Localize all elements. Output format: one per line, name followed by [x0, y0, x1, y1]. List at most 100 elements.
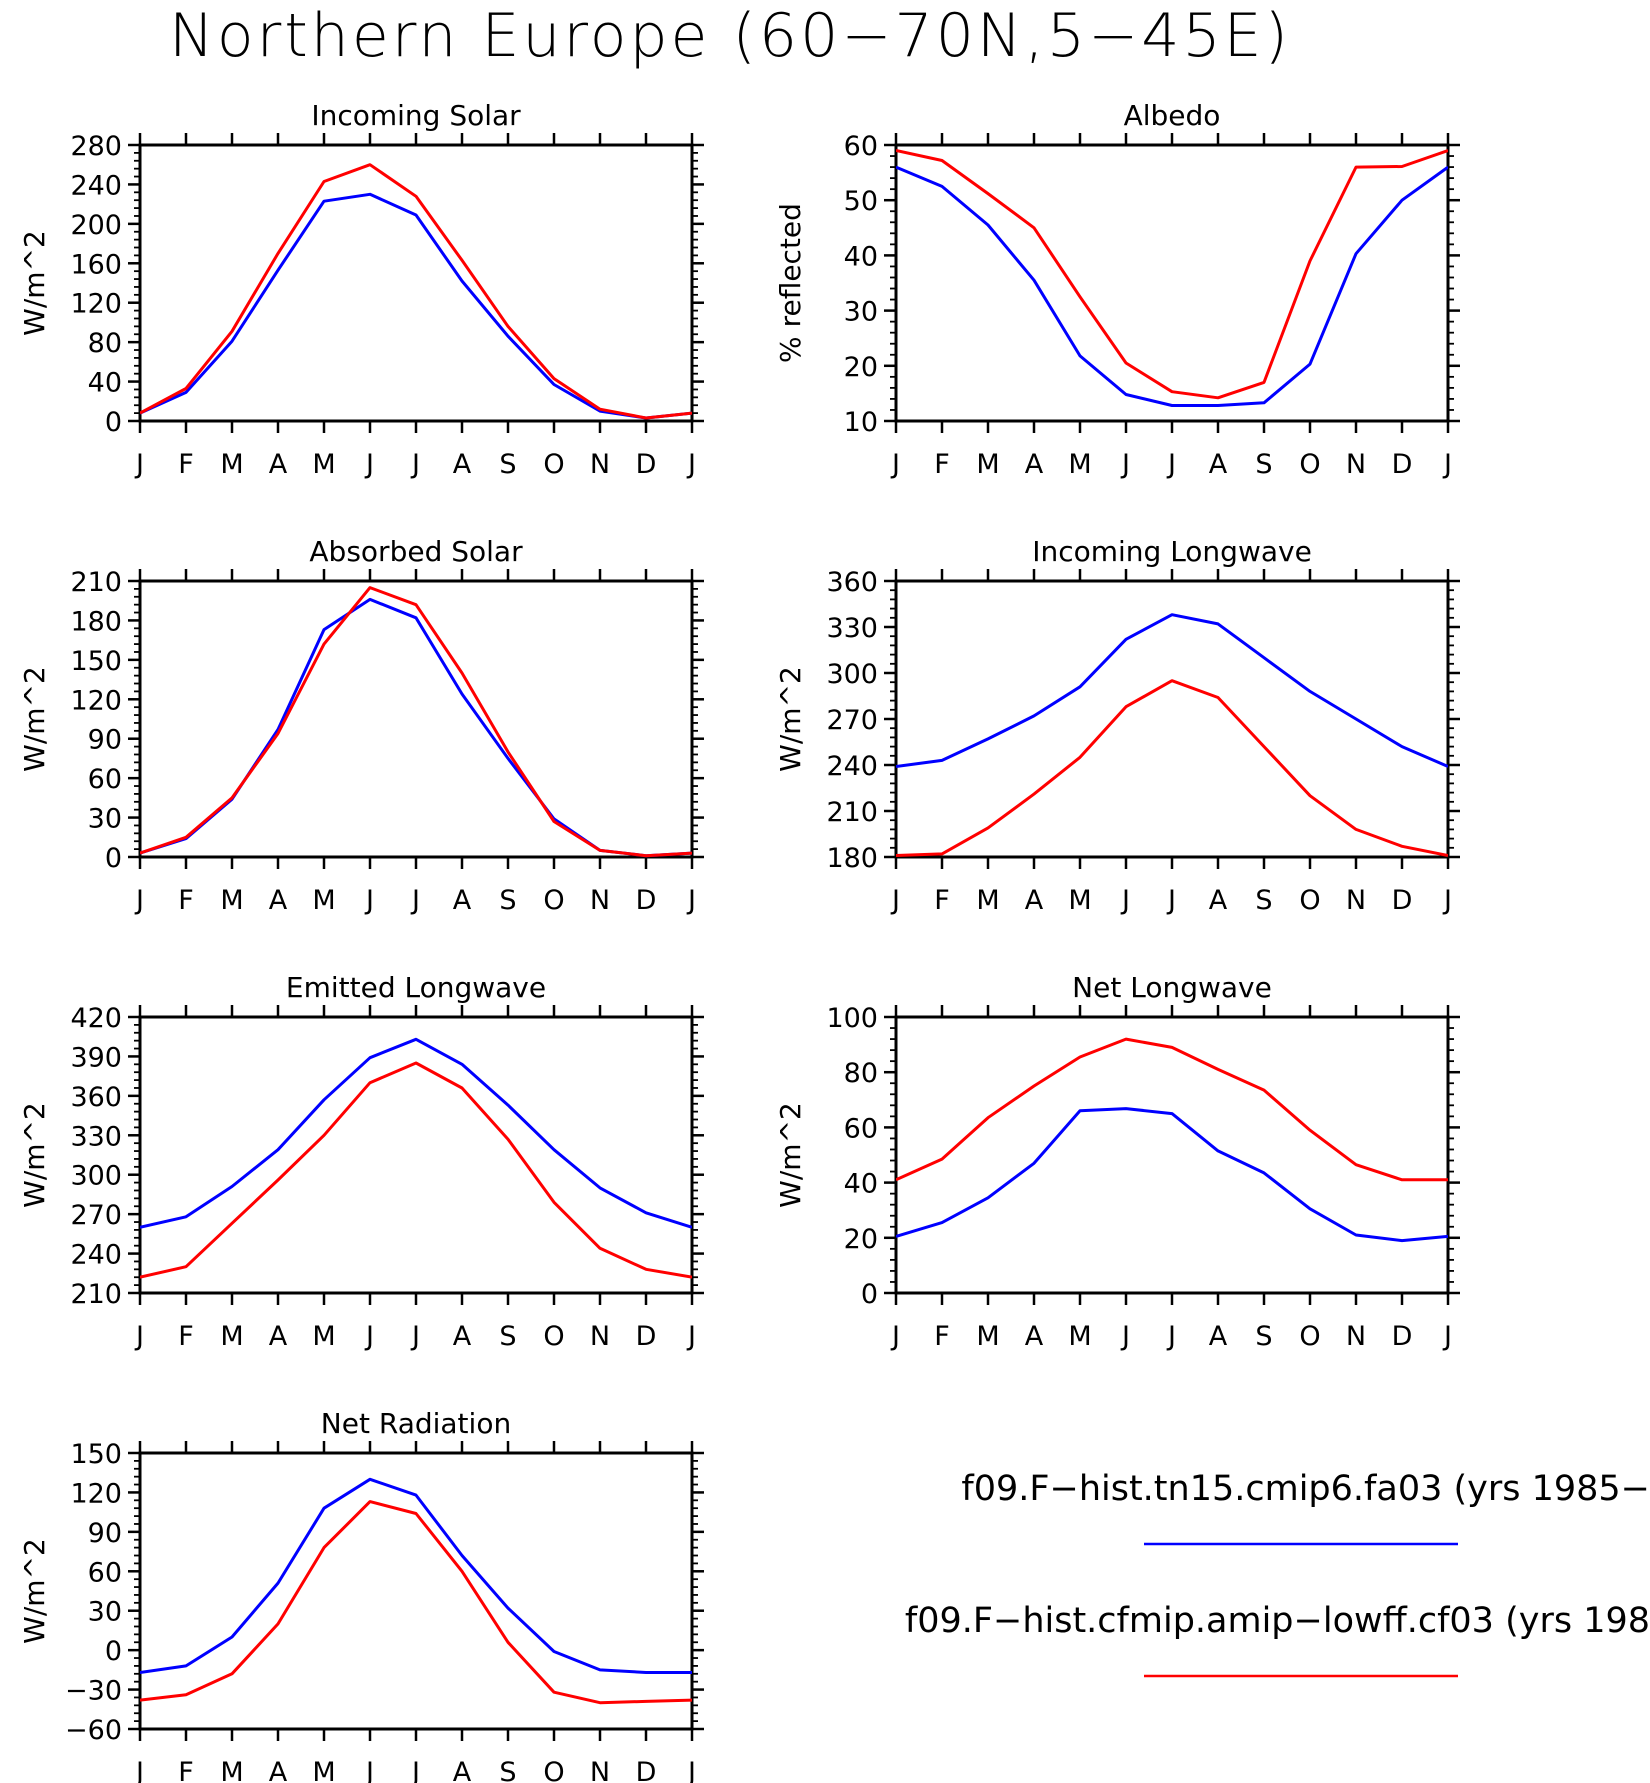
x-tick-label: A: [1209, 885, 1228, 916]
x-tick-label: M: [976, 885, 999, 916]
x-tick-label: J: [686, 449, 696, 480]
x-tick-label: N: [590, 885, 610, 916]
series-case1-line: [896, 613, 1448, 768]
y-tick-label: 90: [88, 725, 122, 756]
series-case2-line: [140, 1061, 692, 1279]
x-tick-label: M: [976, 1321, 999, 1352]
y-tick-label: 30: [88, 804, 122, 835]
y-tick-label: 20: [844, 352, 878, 383]
y-tick-label: 60: [88, 1557, 122, 1588]
x-tick-label: J: [134, 885, 144, 916]
x-tick-label: J: [410, 449, 420, 480]
y-tick-label: 210: [826, 797, 878, 828]
x-tick-label: D: [636, 1321, 657, 1352]
y-tick-label: 80: [844, 1058, 878, 1089]
y-tick-label: 10: [844, 407, 878, 438]
x-tick-label: M: [220, 885, 243, 916]
x-tick-label: D: [636, 449, 657, 480]
x-tick-label: J: [134, 1321, 144, 1352]
x-tick-label: J: [134, 449, 144, 480]
y-tick-label: 270: [826, 705, 878, 736]
x-tick-label: F: [178, 1757, 194, 1783]
x-tick-label: M: [220, 1757, 243, 1783]
y-tick-label: 330: [70, 1121, 122, 1152]
x-tick-label: J: [410, 1757, 420, 1783]
x-tick-label: J: [1166, 1321, 1176, 1352]
y-tick-label: 360: [826, 567, 878, 598]
series-case1-line: [140, 1477, 692, 1674]
x-tick-label: N: [1346, 885, 1366, 916]
x-tick-label: J: [364, 885, 374, 916]
x-tick-label: A: [1025, 885, 1044, 916]
series-case1-line: [140, 1037, 692, 1229]
x-tick-label: A: [269, 1757, 288, 1783]
x-tick-label: O: [543, 449, 564, 480]
x-tick-label: F: [178, 885, 194, 916]
legend-label: f09.F−hist.tn15.cmip6.fa03 (yrs 1985−: [961, 1469, 1650, 1509]
x-tick-label: M: [1068, 449, 1091, 480]
x-tick-label: J: [410, 885, 420, 916]
series-case1-line: [140, 192, 692, 420]
x-tick-label: M: [312, 1757, 335, 1783]
x-tick-label: F: [934, 885, 950, 916]
y-axis-title: W/m^2: [18, 230, 51, 336]
x-tick-label: J: [1442, 885, 1452, 916]
y-axis-title: W/m^2: [774, 666, 807, 772]
x-tick-label: M: [1068, 1321, 1091, 1352]
x-tick-label: M: [312, 885, 335, 916]
series-case1-line: [896, 165, 1448, 407]
y-tick-label: 90: [88, 1518, 122, 1549]
panel-title: Incoming Solar: [311, 99, 521, 132]
y-tick-label: 150: [70, 646, 122, 677]
y-tick-label: 0: [105, 1636, 122, 1667]
y-axis-title: W/m^2: [18, 666, 51, 772]
legend: f09.F−hist.tn15.cmip6.fa03 (yrs 1985− f09…: [905, 1469, 1650, 1678]
panel-title: Absorbed Solar: [309, 535, 523, 568]
y-tick-label: 60: [844, 131, 878, 162]
x-tick-label: O: [1299, 885, 1320, 916]
y-tick-label: 420: [70, 1003, 122, 1034]
x-tick-label: N: [590, 1321, 610, 1352]
series-case2-line: [140, 1500, 692, 1705]
x-tick-label: S: [499, 1757, 516, 1783]
y-tick-label: 120: [70, 289, 122, 320]
x-tick-label: M: [1068, 885, 1091, 916]
x-tick-label: M: [312, 1321, 335, 1352]
page-title: Northern Europe (60−70N,5−45E): [169, 1, 1291, 71]
x-tick-label: N: [1346, 449, 1366, 480]
x-tick-label: J: [1442, 1321, 1452, 1352]
y-tick-label: 210: [70, 1279, 122, 1310]
y-tick-label: 30: [844, 297, 878, 328]
x-tick-label: J: [134, 1757, 144, 1783]
x-tick-label: J: [364, 1757, 374, 1783]
x-tick-label: J: [364, 1321, 374, 1352]
x-tick-label: N: [590, 1757, 610, 1783]
x-tick-label: M: [312, 449, 335, 480]
x-tick-label: J: [1166, 885, 1176, 916]
y-tick-label: 330: [826, 613, 878, 644]
x-tick-label: J: [1166, 449, 1176, 480]
x-tick-label: J: [364, 449, 374, 480]
legend-label: f09.F−hist.cfmip.amip−lowff.cf03 (yrs 19…: [905, 1601, 1650, 1641]
x-tick-label: J: [890, 885, 900, 916]
y-tick-label: 30: [88, 1597, 122, 1628]
x-tick-label: A: [269, 449, 288, 480]
x-tick-label: A: [453, 1321, 472, 1352]
x-tick-label: A: [269, 1321, 288, 1352]
panel-emitted-longwave: Emitted Longwave W/m^2 210 240 270 300 330 360 3…: [18, 971, 704, 1352]
y-axis-title: W/m^2: [774, 1102, 807, 1208]
y-tick-label: 360: [70, 1082, 122, 1113]
y-tick-label: 20: [844, 1224, 878, 1255]
y-tick-label: 210: [70, 567, 122, 598]
y-tick-label: 180: [826, 843, 878, 874]
plot-frame: [138, 143, 694, 423]
y-tick-label: 100: [826, 1003, 878, 1034]
x-tick-label: D: [1392, 1321, 1413, 1352]
x-tick-label: S: [1255, 449, 1272, 480]
y-tick-label: 0: [105, 407, 122, 438]
y-axis-title: W/m^2: [18, 1102, 51, 1208]
x-tick-label: F: [934, 1321, 950, 1352]
y-tick-label: 390: [70, 1042, 122, 1073]
